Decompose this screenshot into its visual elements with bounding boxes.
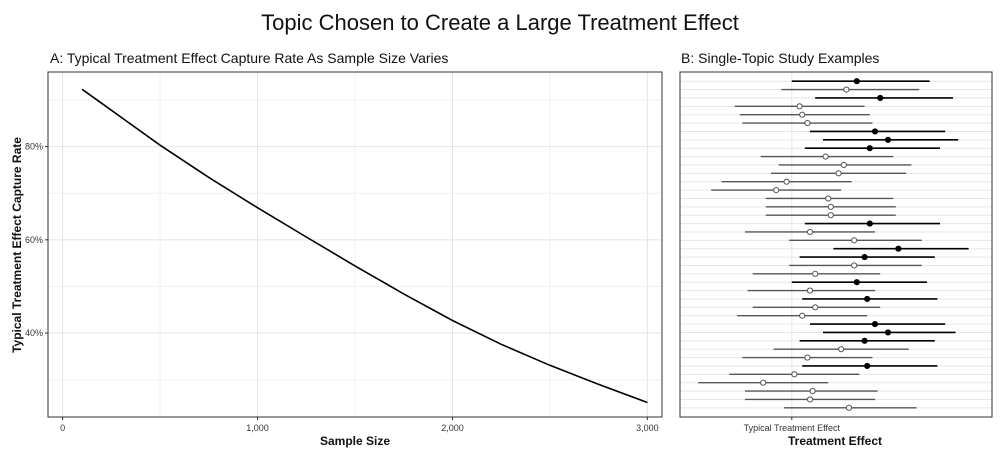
interval-point: [825, 195, 832, 202]
interval-point: [812, 270, 819, 277]
interval-point: [799, 111, 806, 118]
interval-point: [840, 161, 847, 169]
interval-point: [866, 145, 873, 152]
panel-b-x-tick-label: Typical Treatment Effect: [744, 423, 841, 433]
capture-rate-line: [81, 88, 648, 404]
interval-point: [843, 86, 850, 93]
interval-point: [806, 287, 814, 294]
interval-point: [864, 295, 871, 303]
interval-point: [822, 153, 829, 160]
interval-point: [853, 279, 860, 286]
interval-point: [760, 379, 767, 386]
panel-a-gridlines: [48, 72, 662, 417]
interval-point: [791, 371, 798, 378]
panel-a-y-ticks: 40% 60% 80%: [25, 142, 48, 338]
interval-point: [895, 245, 902, 252]
panel-b-x-ticks: Typical Treatment Effect: [744, 417, 841, 433]
interval-point: [851, 237, 858, 244]
interval-point: [877, 94, 884, 102]
panel-a-y-tick-label: 40%: [25, 328, 43, 338]
panel-a-x-tick-label: 3,000: [636, 423, 659, 433]
panel-a-x-tick-label: 2,000: [441, 423, 464, 433]
interval-point: [845, 404, 853, 411]
interval-point: [812, 304, 819, 311]
interval-point: [871, 320, 879, 328]
interval-point: [804, 354, 811, 361]
interval-point: [884, 136, 892, 143]
panel-a-y-axis-label: Typical Treatment Effect Capture Rate: [10, 137, 24, 353]
interval-point: [806, 396, 814, 403]
interval-point: [864, 362, 871, 370]
panel-b-intervals: [698, 78, 969, 411]
panel-a-x-tick-label: 0: [60, 423, 65, 433]
panel-a-frame: [47, 71, 663, 418]
panel-b-title: B: Single-Topic Study Examples: [681, 50, 879, 66]
interval-point: [835, 170, 842, 177]
interval-point: [796, 103, 803, 110]
interval-point: [799, 312, 806, 319]
interval-point: [804, 119, 811, 127]
panel-a-title: A: Typical Treatment Effect Capture Rate…: [50, 50, 448, 66]
interval-point: [827, 212, 834, 219]
interval-point: [783, 178, 790, 185]
panel-b-frame: [679, 71, 993, 418]
panel-a-x-ticks: 0 1,000 2,000 3,000: [60, 417, 659, 433]
interval-point: [871, 128, 879, 135]
interval-point: [851, 262, 858, 269]
interval-point: [884, 329, 892, 336]
interval-point: [773, 186, 780, 194]
panel-a-x-tick-label: 1,000: [246, 423, 269, 433]
panel-a-x-axis-label: Sample Size: [320, 434, 390, 448]
interval-point: [861, 253, 868, 261]
interval-point: [809, 387, 816, 395]
interval-point: [806, 228, 814, 236]
figure-title: Topic Chosen to Create a Large Treatment…: [261, 10, 739, 35]
interval-point: [838, 346, 845, 353]
interval-point: [866, 220, 873, 227]
panel-b-x-axis-label: Treatment Effect: [788, 434, 882, 448]
panel-a-series: [81, 88, 648, 404]
interval-point: [853, 78, 860, 85]
panel-a-y-tick-label: 80%: [25, 142, 43, 152]
interval-point: [827, 203, 834, 210]
panel-a-y-tick-label: 60%: [25, 235, 43, 245]
interval-point: [861, 337, 868, 344]
